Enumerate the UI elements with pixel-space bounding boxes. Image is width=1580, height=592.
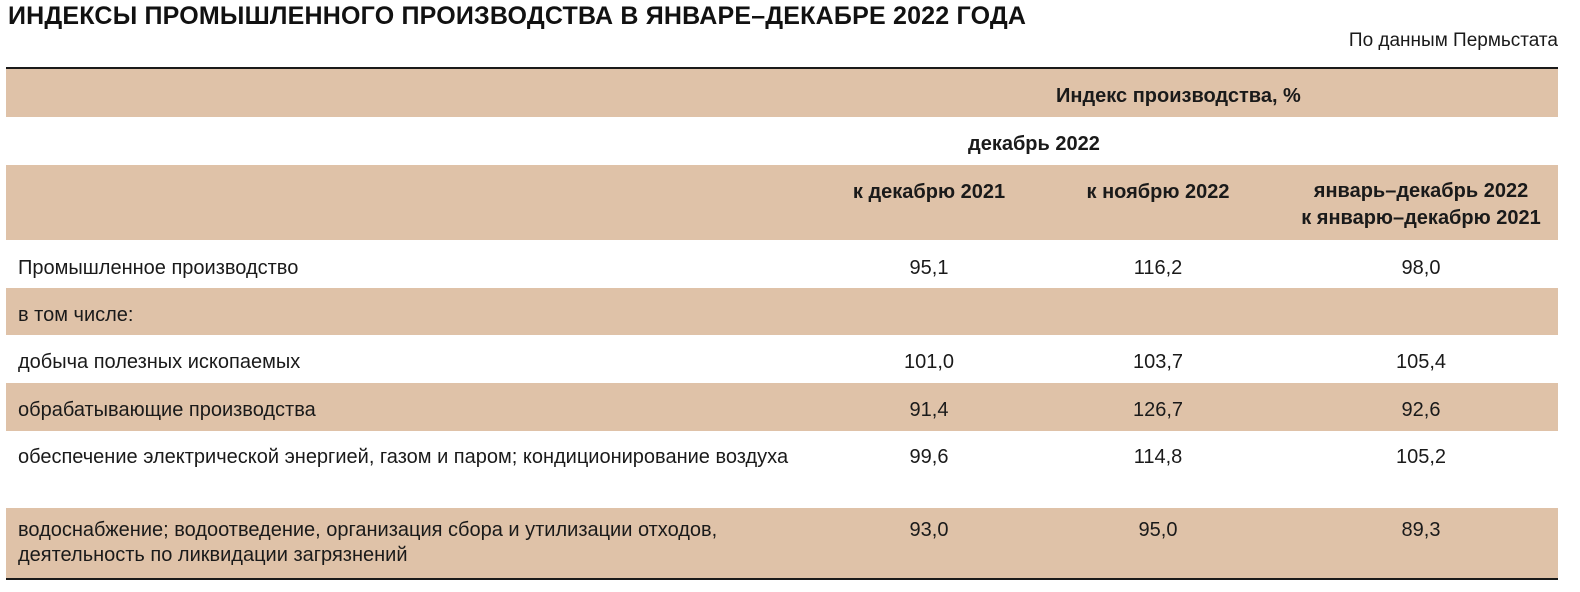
row-value-dec-2021: 99,6	[909, 446, 949, 468]
row-label: в том числе:	[18, 304, 134, 326]
page-title: ИНДЕКСЫ ПРОМЫШЛЕННОГО ПРОИЗВОДСТВА В ЯНВ…	[8, 2, 1027, 30]
row-value-nov-2022: 116,2	[1133, 257, 1183, 279]
column-header-year: январь–декабрь 2022 к январю–декабрю 202…	[1251, 178, 1580, 232]
row-value-nov-2022: 103,7	[1132, 351, 1184, 373]
row-value-year: 89,3	[1401, 519, 1441, 541]
column-header-nov-2022: к ноябрю 2022	[1086, 181, 1230, 203]
source-note: По данным Пермьстата	[1348, 30, 1558, 51]
row-label: обрабатывающие производства	[18, 399, 316, 421]
row-value-year: 92,6	[1401, 399, 1441, 421]
data-table: Индекс производства, % декабрь 2022 к де…	[6, 67, 1558, 580]
row-value-dec-2021: 101,0	[903, 351, 955, 373]
header-group-label: Индекс производства, %	[1056, 85, 1301, 107]
column-header-year-line1: январь–декабрь 2022	[1313, 180, 1529, 202]
header-row-columns: к декабрю 2021 к ноябрю 2022 январь–дека…	[6, 165, 1558, 240]
row-value-year: 105,4	[1395, 351, 1447, 373]
row-label: водоснабжение; водоотведение, организаци…	[18, 519, 718, 566]
table-row: в том числе:	[6, 288, 1558, 335]
row-value-dec-2021: 91,4	[909, 399, 949, 421]
table-row: обеспечение электрической энергией, газо…	[6, 431, 1558, 508]
row-value-nov-2022: 114,8	[1133, 446, 1183, 468]
row-value-nov-2022: 95,0	[1138, 519, 1178, 541]
table-row: обрабатывающие производства 91,4 126,7 9…	[6, 383, 1558, 431]
row-label: Промышленное производство	[18, 257, 299, 279]
row-label: обеспечение электрической энергией, газо…	[18, 446, 789, 468]
row-value-year: 98,0	[1401, 257, 1441, 279]
header-subgroup-label: декабрь 2022	[968, 133, 1100, 155]
table-row: добыча полезных ископаемых 101,0 103,7 1…	[6, 335, 1558, 383]
column-header-year-line2: к январю–декабрю 2021	[1301, 207, 1541, 229]
header-row-subgroup: декабрь 2022	[6, 117, 1558, 165]
row-label: добыча полезных ископаемых	[18, 351, 301, 373]
row-value-dec-2021: 95,1	[909, 257, 949, 279]
header-row-group: Индекс производства, %	[6, 69, 1558, 117]
row-value-year: 105,2	[1395, 446, 1447, 468]
row-value-nov-2022: 126,7	[1132, 399, 1184, 421]
table-row: Промышленное производство 95,1 116,2 98,…	[6, 240, 1558, 288]
table-row: водоснабжение; водоотведение, организаци…	[6, 508, 1558, 578]
column-header-dec-2021: к декабрю 2021	[852, 181, 1006, 203]
row-value-dec-2021: 93,0	[909, 519, 949, 541]
